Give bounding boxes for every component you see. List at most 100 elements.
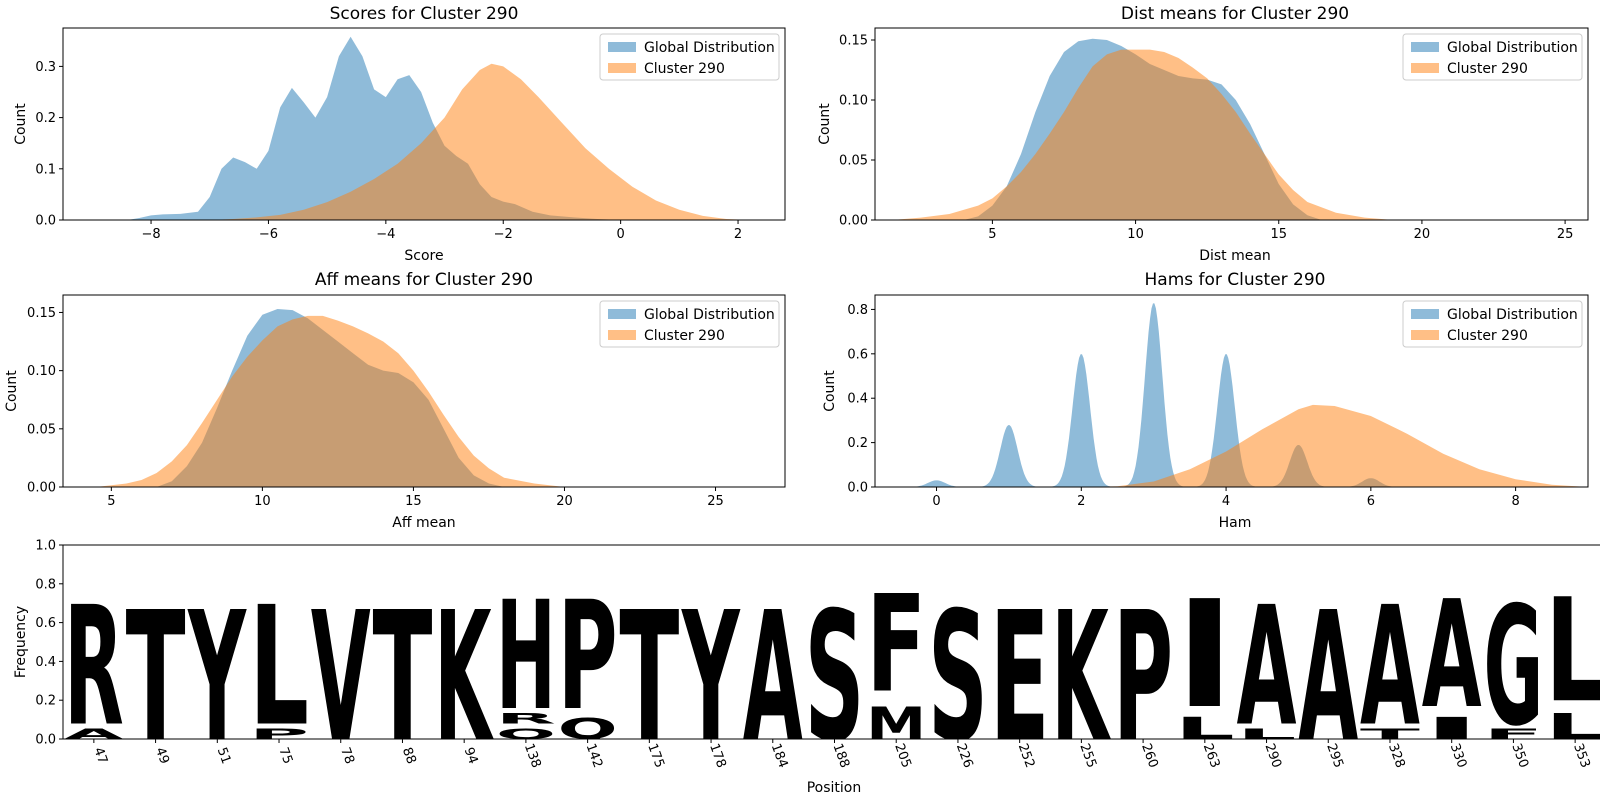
x-tick-label: 75 — [275, 745, 295, 766]
axes-frame — [874, 294, 1589, 488]
x-tick-label: 252 — [1015, 742, 1038, 770]
logo-letter-m: M — [866, 699, 926, 750]
logo-letter-a: A — [64, 726, 124, 743]
y-tick-label: 0.15 — [27, 306, 56, 321]
x-axis-label: Score — [404, 248, 443, 264]
panel-aff-means: Aff means for Cluster 290 5 10 15 20 25 0.00 0… — [4, 270, 786, 531]
legend-label: Cluster 290 — [644, 328, 725, 344]
y-tick-label: 0.6 — [847, 347, 868, 362]
x-tick-label: −8 — [141, 227, 160, 242]
logo-letter-t: T — [126, 575, 186, 782]
legend-label: Cluster 290 — [644, 61, 725, 77]
chart-title: Dist means for Cluster 290 — [1121, 4, 1349, 24]
x-tick-label: 184 — [768, 742, 791, 770]
x-tick-label: 20 — [556, 494, 573, 509]
logo-letter-h: H — [496, 569, 556, 744]
logo-letter-k: K — [434, 574, 494, 782]
y-tick-label: 0.05 — [839, 154, 868, 169]
x-tick-label: 260 — [1138, 742, 1161, 770]
x-tick-label: 175 — [644, 742, 667, 770]
logo-letter-y: Y — [187, 574, 247, 782]
legend: Global Distribution Cluster 290 — [1402, 33, 1583, 81]
x-tick-label: 4 — [1222, 494, 1230, 509]
legend-swatch — [608, 63, 636, 73]
legend-box — [1402, 33, 1583, 81]
x-tick-label: 138 — [521, 742, 544, 770]
logo-letter-v: V — [311, 574, 371, 782]
chart-title: Scores for Cluster 290 — [330, 4, 519, 24]
plot-area: −8 −6 −4 −2 0 2 0.0 0.1 0.2 0.3 Global Distributio… — [35, 27, 786, 242]
y-axis-label: Count — [13, 103, 29, 145]
logo-letter-q: Q — [558, 712, 618, 745]
legend-swatch — [608, 42, 636, 52]
legend-swatch — [1411, 42, 1439, 52]
x-tick-label: 142 — [583, 742, 606, 770]
x-axis-label: Aff mean — [392, 515, 455, 531]
y-tick-label: 0.8 — [35, 577, 56, 592]
x-tick-label: 205 — [891, 742, 914, 770]
legend: Global Distribution Cluster 290 — [599, 300, 780, 348]
x-tick-label: 0 — [932, 494, 940, 509]
x-tick-label: 94 — [461, 745, 481, 766]
logo-letter-t: T — [1360, 726, 1420, 743]
x-tick-label: 20 — [1414, 227, 1431, 242]
x-axis-label: Dist mean — [1199, 248, 1271, 264]
y-tick-label: 0.2 — [35, 694, 56, 709]
logo-letter-a: A — [1237, 573, 1297, 764]
x-tick-label: 10 — [254, 494, 271, 509]
logo-letter-l: L — [1237, 726, 1297, 743]
legend-box — [599, 33, 780, 81]
legend-swatch — [608, 330, 636, 340]
logo-letter-k: K — [1051, 574, 1111, 782]
x-tick-label: 330 — [1447, 742, 1470, 770]
logo-letter-a: A — [743, 574, 803, 782]
x-tick-label: −4 — [376, 227, 395, 242]
logo-letter-r: R — [64, 573, 124, 763]
logo-letter-s: S — [805, 574, 865, 782]
x-tick-label: 178 — [706, 742, 729, 770]
x-tick-label: 6 — [1367, 494, 1375, 509]
y-tick-label: 0.4 — [847, 392, 868, 407]
legend-label: Global Distribution — [1447, 40, 1578, 56]
legend-label: Cluster 290 — [1447, 61, 1528, 77]
y-tick-label: 0.10 — [27, 364, 56, 379]
logo-letter-p: P — [1113, 573, 1173, 781]
x-tick-label: 47 — [90, 745, 110, 766]
logo-letter-y: Y — [681, 574, 741, 782]
x-tick-label: 353 — [1570, 742, 1593, 770]
panel-hams: Hams for Cluster 290 0 2 4 6 8 0.0 0.2 0.4 0.6 0.… — [822, 270, 1589, 531]
y-tick-label: 0.0 — [35, 733, 56, 748]
x-tick-label: 290 — [1261, 742, 1284, 770]
y-tick-label: 0.0 — [35, 214, 56, 229]
logo-letter-i: I — [1422, 711, 1482, 746]
logo-letter-l: L — [1545, 569, 1600, 734]
x-tick-label: 51 — [214, 745, 234, 766]
x-tick-label: 25 — [1557, 227, 1574, 242]
y-tick-label: 1.0 — [35, 539, 56, 554]
x-tick-label: 263 — [1200, 742, 1223, 770]
logo-letter-s: S — [928, 574, 988, 782]
series-area-cluster — [96, 315, 565, 487]
legend-label: Global Distribution — [1447, 307, 1578, 323]
series-area-global — [127, 36, 621, 221]
x-tick-label: 25 — [707, 494, 724, 509]
y-tick-label: 0.2 — [847, 436, 868, 451]
logo-letter-p: P — [558, 570, 618, 744]
x-tick-label: 0 — [617, 227, 625, 242]
y-axis-label: Count — [817, 103, 833, 145]
axes-frame — [874, 27, 1589, 221]
legend-label: Global Distribution — [644, 40, 775, 56]
y-tick-label: 0.00 — [839, 214, 868, 229]
y-tick-label: 0.10 — [839, 94, 868, 109]
legend-box — [599, 300, 780, 348]
x-tick-label: 8 — [1511, 494, 1519, 509]
x-tick-label: 226 — [953, 742, 976, 770]
logo-letter-f: F — [866, 566, 926, 722]
plot-area: 0 2 4 6 8 0.0 0.2 0.4 0.6 0.8 Global Distribution C… — [847, 294, 1589, 509]
x-tick-label: 350 — [1508, 742, 1531, 770]
y-axis-label: Frequency — [13, 606, 29, 678]
y-tick-label: 0.0 — [847, 481, 868, 496]
logo-letter-e: E — [990, 575, 1050, 782]
y-tick-label: 0.05 — [27, 422, 56, 437]
x-tick-label: 255 — [1076, 742, 1099, 770]
